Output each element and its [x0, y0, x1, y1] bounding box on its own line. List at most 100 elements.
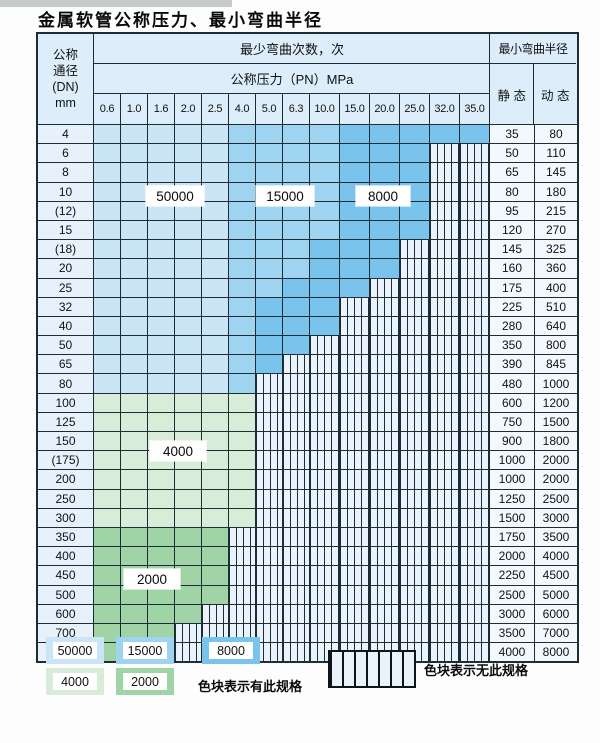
- spec-cell: [370, 259, 400, 278]
- spec-cell: [175, 489, 202, 508]
- no-spec-cell: [370, 585, 400, 604]
- no-spec-cell: [370, 412, 400, 431]
- spec-cell: [148, 259, 175, 278]
- spec-cell: [148, 374, 175, 393]
- spec-cell: [340, 201, 370, 220]
- static-radius-cell: 120: [490, 220, 535, 240]
- no-spec-cell: [310, 432, 340, 451]
- no-spec-cell: [256, 432, 283, 451]
- table-row: 400 2000 4000: [38, 546, 577, 566]
- spec-cell: [121, 182, 148, 201]
- no-spec-cell: [370, 623, 400, 643]
- spec-cell: [94, 355, 121, 374]
- no-spec-cell: [283, 643, 310, 662]
- spec-cell: [310, 163, 340, 182]
- no-spec-cell: [430, 374, 460, 393]
- spec-cell: [94, 374, 121, 393]
- spec-cell: [121, 144, 148, 163]
- no-spec-cell: [340, 432, 370, 451]
- spec-cell: [310, 201, 340, 220]
- no-spec-cell: [400, 451, 430, 470]
- no-spec-cell: [460, 316, 490, 336]
- no-spec-cell: [340, 623, 370, 643]
- no-spec-cell: [256, 527, 283, 547]
- no-spec-cell: [460, 278, 490, 297]
- table-row: 6 50 110: [38, 143, 577, 163]
- spec-cell: [121, 547, 148, 566]
- no-spec-cell: [310, 623, 340, 643]
- table-row: 150 900 1800: [38, 431, 577, 451]
- spec-table: 公称 通径 (DN) mm 最少弯曲次数，次 公称压力（PN）MPa 0.6 1.0 1.…: [36, 32, 579, 664]
- spec-cell: [256, 278, 283, 297]
- static-radius-cell: 280: [490, 316, 535, 336]
- spec-cell: [229, 451, 256, 470]
- no-spec-cell: [229, 547, 256, 566]
- static-radius-cell: 1000: [490, 451, 535, 470]
- spec-cell: [340, 163, 370, 182]
- table-row: 350 1750 3500: [38, 526, 577, 547]
- no-spec-cell: [256, 412, 283, 431]
- no-spec-cell: [400, 259, 430, 278]
- no-spec-cell: [370, 604, 400, 623]
- dynamic-radius-cell: 845: [535, 355, 577, 374]
- spec-cell: [175, 470, 202, 489]
- dynamic-radius-cell: 8000: [535, 643, 577, 662]
- spec-cell: [400, 144, 430, 163]
- no-spec-cell: [460, 489, 490, 508]
- no-spec-cell: [400, 336, 430, 355]
- cycles-header: 最少弯曲次数，次: [94, 34, 490, 64]
- no-spec-cell: [460, 604, 490, 623]
- pressure-tick: 2.5: [202, 94, 229, 124]
- spec-cell: [283, 220, 310, 240]
- no-spec-cell: [283, 451, 310, 470]
- spec-cell: [340, 144, 370, 163]
- spec-cell: [202, 163, 229, 182]
- no-spec-cell: [400, 412, 430, 431]
- no-spec-cell: [370, 508, 400, 527]
- spec-cell: [148, 220, 175, 240]
- no-spec-cell: [310, 585, 340, 604]
- no-spec-cell: [460, 297, 490, 316]
- spec-cell: [256, 316, 283, 336]
- spec-cell: [310, 144, 340, 163]
- spec-cell: [121, 393, 148, 412]
- dynamic-radius-cell: 3500: [535, 527, 577, 547]
- pressure-tick: 1.6: [148, 94, 175, 124]
- no-spec-cell: [370, 470, 400, 489]
- no-spec-cell: [400, 297, 430, 316]
- no-spec-cell: [400, 623, 430, 643]
- no-spec-cell: [370, 527, 400, 547]
- dn-cell: 400: [38, 547, 94, 566]
- cycle-count-label: 50000: [146, 186, 204, 206]
- no-spec-cell: [229, 566, 256, 585]
- spec-cell: [229, 432, 256, 451]
- no-spec-cell: [460, 432, 490, 451]
- spec-cell: [202, 278, 229, 297]
- spec-cell: [283, 259, 310, 278]
- spec-cell: [121, 201, 148, 220]
- spec-cell: [256, 297, 283, 316]
- no-spec-cell: [430, 182, 460, 201]
- spec-cell: [229, 144, 256, 163]
- no-spec-cell: [460, 412, 490, 431]
- dynamic-radius-cell: 510: [535, 297, 577, 316]
- dn-cell: 4: [38, 125, 94, 144]
- no-spec-cell: [256, 393, 283, 412]
- dn-cell: (175): [38, 451, 94, 470]
- spec-cell: [94, 182, 121, 201]
- spec-cell: [175, 201, 202, 220]
- no-spec-cell: [340, 336, 370, 355]
- spec-cell: [310, 182, 340, 201]
- spec-cell: [202, 144, 229, 163]
- dynamic-radius-cell: 2000: [535, 470, 577, 489]
- spec-cell: [283, 336, 310, 355]
- pressure-tick: 10.0: [310, 94, 340, 124]
- no-spec-cell: [283, 585, 310, 604]
- spec-cell: [202, 201, 229, 220]
- table-row: 500 2500 5000: [38, 584, 577, 604]
- pressure-tick: 6.3: [283, 94, 310, 124]
- spec-cell: [310, 297, 340, 316]
- no-spec-cell: [430, 470, 460, 489]
- no-spec-cell: [256, 451, 283, 470]
